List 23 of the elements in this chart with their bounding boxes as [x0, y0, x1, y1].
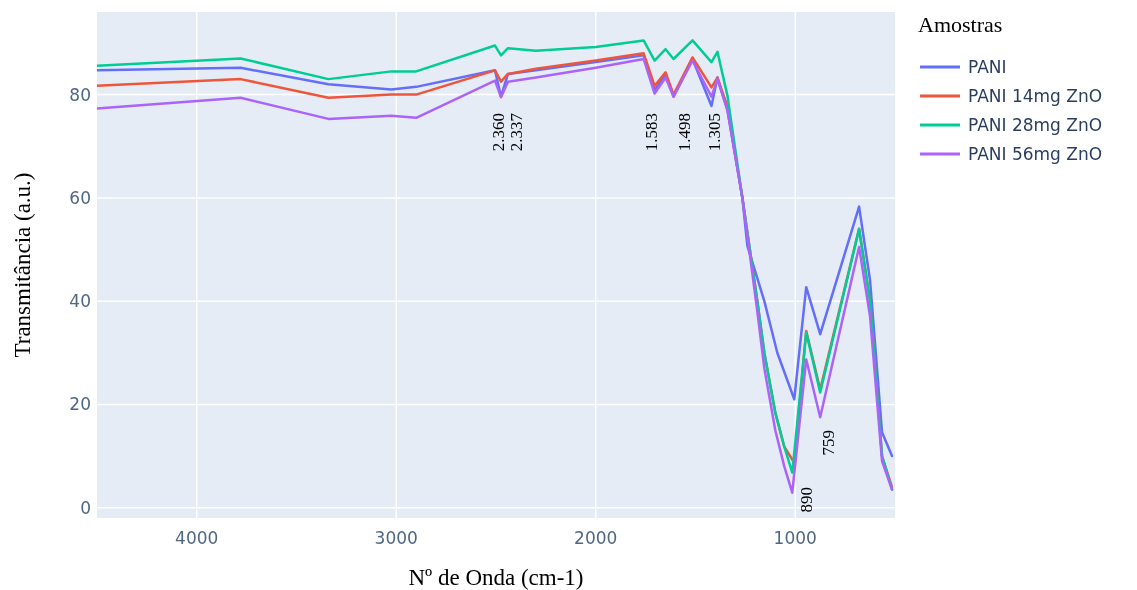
- x-tick-label: 3000: [374, 528, 418, 548]
- legend-label: PANI 56mg ZnO: [968, 144, 1103, 164]
- annotation: 759: [818, 430, 838, 456]
- x-axis-title: Nº de Onda (cm-1): [408, 565, 584, 590]
- y-tick-label: 20: [69, 394, 91, 415]
- y-tick-label: 0: [80, 497, 91, 518]
- legend-title: Amostras: [918, 12, 1003, 37]
- legend-label: PANI 28mg ZnO: [968, 115, 1103, 135]
- x-tick-label: 2000: [574, 528, 618, 548]
- annotation: 1.305: [704, 113, 724, 152]
- x-tick-label: 4000: [175, 528, 219, 548]
- annotation: 1.498: [674, 113, 694, 152]
- y-tick-label: 80: [69, 84, 91, 105]
- annotation: 890: [796, 487, 816, 513]
- annotation: 2.337: [506, 112, 526, 152]
- legend-label: PANI: [968, 57, 1007, 77]
- legend-label: PANI 14mg ZnO: [968, 86, 1103, 106]
- y-tick-label: 40: [69, 291, 91, 312]
- x-tick-label: 1000: [773, 528, 817, 548]
- y-axis-title: Transmitância (a.u.): [10, 172, 35, 358]
- y-tick-label: 60: [69, 187, 91, 208]
- annotation: 1.583: [641, 113, 661, 152]
- annotation: 2.360: [488, 113, 508, 152]
